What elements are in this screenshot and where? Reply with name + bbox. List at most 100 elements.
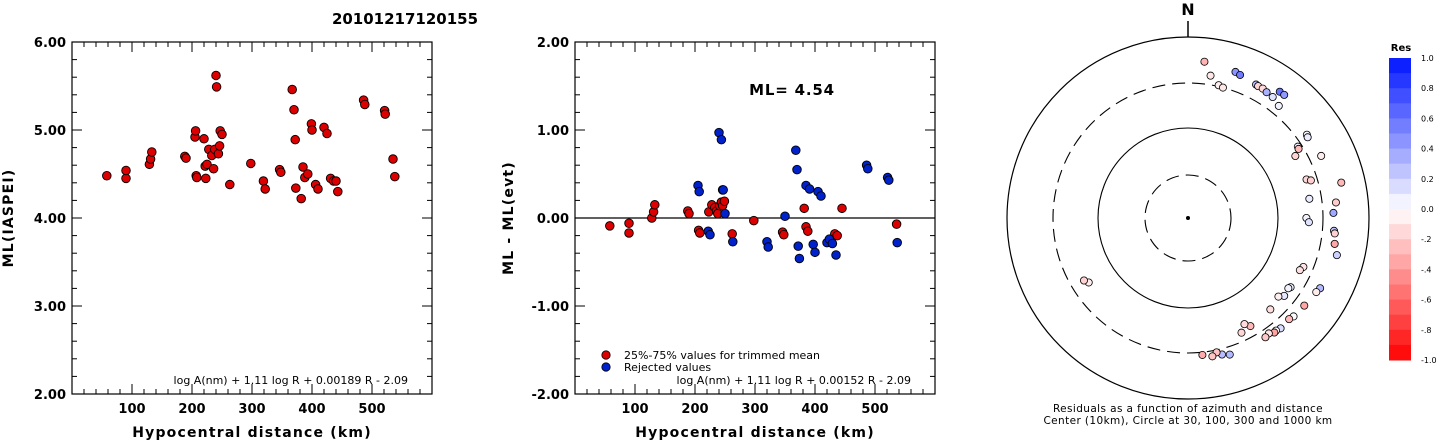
points <box>605 127 902 264</box>
data-point <box>291 183 301 193</box>
data-point <box>1294 144 1303 153</box>
colorbar-cell <box>1389 88 1411 104</box>
x-tick-label: 300 <box>741 402 768 417</box>
colorbar-tick-label: -.8 <box>1421 326 1432 335</box>
data-point <box>313 184 323 194</box>
y-axis-label: ML - ML(evt) <box>501 161 517 275</box>
colorbar-tick-label: -.6 <box>1421 296 1432 305</box>
points <box>1079 57 1346 361</box>
formula-label: log A(nm) + 1.11 log R + 0.00152 R - 2.0… <box>677 374 911 387</box>
y-tick-label: 0.00 <box>537 212 569 227</box>
data-point <box>831 250 841 260</box>
data-point <box>727 229 737 239</box>
x-tick-labels: 100 200 300 400 500 <box>621 402 888 417</box>
data-point <box>390 171 400 182</box>
colorbar-title: Res <box>1391 43 1411 54</box>
data-point <box>214 141 225 151</box>
data-point <box>808 239 818 250</box>
colorbar-tick-labels: 1.0 0.8 0.6 0.4 0.2 0.0 -.2 -.4 -.6 -.8 -1.0 <box>1421 54 1437 365</box>
colorbar-tick-label: -1.0 <box>1421 356 1437 365</box>
data-point <box>208 163 219 174</box>
colorbar-tick-label: -.4 <box>1421 265 1432 274</box>
polar-caption: Residuals as a function of azimuth and d… <box>1053 403 1323 415</box>
data-point <box>779 229 789 240</box>
data-point <box>891 219 902 229</box>
data-point <box>695 228 705 238</box>
axis-ticks <box>72 41 432 395</box>
data-point <box>863 163 873 174</box>
data-point <box>791 145 801 155</box>
data-point <box>360 99 370 110</box>
ring-1000km <box>1006 36 1370 400</box>
data-point <box>728 237 738 247</box>
center-dot <box>1186 216 1190 220</box>
legend-marker-trimmed <box>601 350 611 360</box>
colorbar-cell <box>1389 118 1411 134</box>
formula-label: log A(nm) + 1.11 log R + 0.00189 R - 2.0… <box>174 374 408 387</box>
y-axis-label: ML(IASPEI) <box>1 169 17 268</box>
data-point <box>1305 194 1314 203</box>
data-point <box>792 164 802 175</box>
data-point <box>1304 218 1313 227</box>
data-point <box>246 158 256 169</box>
data-point <box>719 196 730 207</box>
data-point <box>1332 251 1341 260</box>
data-point <box>718 185 728 195</box>
colorbar-tick-label: 1.0 <box>1421 54 1434 63</box>
points <box>102 70 400 204</box>
colorbar-cell <box>1389 178 1411 195</box>
y-tick-label: 5.00 <box>34 124 66 139</box>
data-point <box>1274 101 1283 110</box>
data-point <box>816 191 826 201</box>
colorbar-tick-label: 0.4 <box>1421 145 1434 154</box>
data-point <box>705 229 715 240</box>
y-tick-label: 2.00 <box>537 36 569 51</box>
data-point <box>1285 315 1294 324</box>
data-point <box>1225 350 1234 359</box>
ring-300km <box>1052 82 1324 354</box>
x-axis-label: Hypocentral distance (km) <box>132 425 372 441</box>
data-point <box>1266 305 1275 314</box>
data-point <box>1198 350 1207 359</box>
data-point <box>333 186 343 197</box>
data-point <box>211 82 222 92</box>
polar-caption-rings: Center (10km), Circle at 30, 100, 300 an… <box>1043 415 1332 427</box>
x-tick-label: 400 <box>298 402 325 417</box>
data-point <box>289 105 299 115</box>
data-point <box>1261 333 1270 342</box>
colorbar-cell <box>1389 103 1411 119</box>
data-point <box>803 226 813 236</box>
colorbar-cell <box>1389 224 1411 240</box>
data-point <box>810 247 820 258</box>
data-point <box>1274 292 1283 301</box>
data-point <box>1312 288 1321 297</box>
data-point <box>303 169 313 179</box>
ring-30km <box>1144 174 1232 262</box>
x-axis-label: Hypocentral distance (km) <box>635 425 875 441</box>
data-point <box>624 218 634 229</box>
data-point <box>217 129 227 140</box>
colorbar-cell <box>1389 314 1411 331</box>
data-point <box>1206 71 1215 80</box>
data-point <box>1291 152 1300 161</box>
ring-100km <box>1097 127 1279 309</box>
y-tick-label: 1.00 <box>537 124 569 139</box>
legend-label-trimmed: 25%-75% values for trimmed mean <box>624 349 820 362</box>
data-point <box>1240 320 1249 329</box>
data-point <box>884 175 894 185</box>
axis-ticks <box>575 41 935 395</box>
x-tick-label: 100 <box>118 402 145 417</box>
data-point <box>832 230 842 241</box>
figure-title: 20101217120155 <box>332 10 478 28</box>
data-point <box>201 173 211 184</box>
data-point <box>287 84 297 95</box>
y-tick-labels: 2.00 3.00 4.00 5.00 6.00 <box>34 36 66 403</box>
data-point <box>1237 328 1246 337</box>
data-point <box>1331 198 1340 207</box>
colorbar-cell <box>1389 299 1411 316</box>
colorbar-tick-label: 0.6 <box>1421 114 1434 123</box>
data-point <box>1295 266 1304 275</box>
x-tick-label: 500 <box>861 402 888 417</box>
data-point <box>793 241 803 251</box>
data-point <box>331 176 341 186</box>
